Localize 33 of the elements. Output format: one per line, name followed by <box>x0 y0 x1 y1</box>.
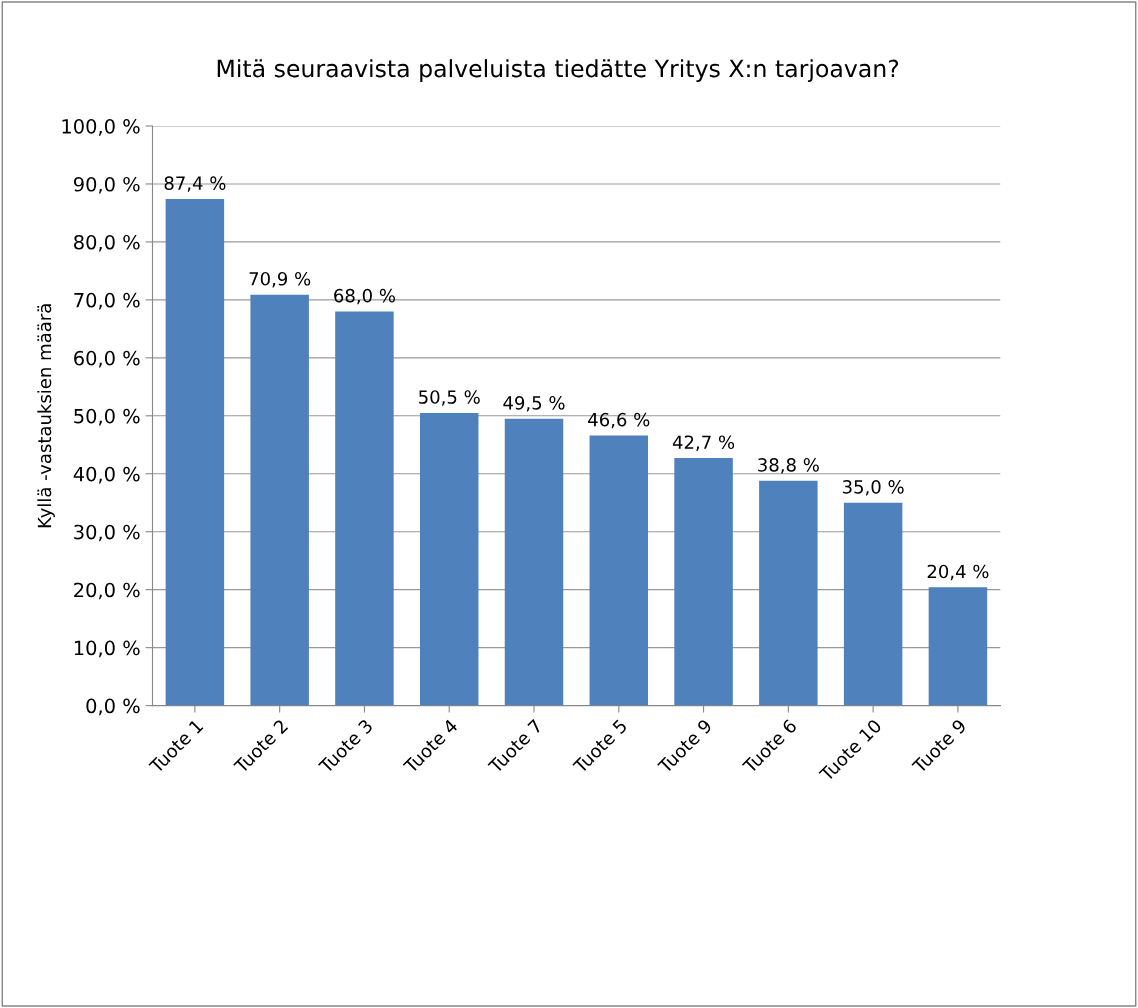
data-label: 49,5 % <box>503 395 565 412</box>
data-label: 46,6 % <box>588 412 650 429</box>
y-tick-label: 40,0 % <box>73 466 140 484</box>
data-label: 42,7 % <box>672 435 735 451</box>
y-axis-title: Kyllä -vastauksien määrä <box>37 304 55 528</box>
bar <box>928 587 988 706</box>
data-label: 87,4 % <box>164 176 226 192</box>
y-tick-label: 10,0 % <box>74 640 140 658</box>
y-tick-label: 90,0 % <box>73 176 140 194</box>
y-tick-label: 30,0 % <box>74 524 140 542</box>
bar <box>759 480 818 706</box>
y-tick-label: 100,0 % <box>62 118 140 136</box>
data-label: 70,9 % <box>249 271 311 288</box>
data-label: 20,4 % <box>927 564 989 581</box>
bar <box>335 311 394 706</box>
bar <box>674 458 733 706</box>
y-tick-label: 70,0 % <box>74 292 140 310</box>
data-label: 38,8 % <box>758 458 819 474</box>
bar <box>419 412 479 706</box>
bar <box>843 502 903 706</box>
data-label: 68,0 % <box>334 288 395 305</box>
y-tick-label: 0,0 % <box>86 698 140 716</box>
bar <box>250 294 309 706</box>
y-tick-label: 50,0 % <box>74 408 140 426</box>
chart-title: Mitä seuraavista palveluista tiedätte Yritys X:n tarjoavan? <box>217 59 899 82</box>
y-tick-label: 80,0 % <box>74 234 140 252</box>
y-tick-label: 20,0 % <box>74 582 140 600</box>
y-tick-label: 60,0 % <box>74 350 140 368</box>
bar <box>504 418 564 706</box>
data-label: 50,5 % <box>419 390 480 406</box>
bar <box>589 435 649 706</box>
data-label: 35,0 % <box>842 480 904 496</box>
bar <box>165 199 225 706</box>
